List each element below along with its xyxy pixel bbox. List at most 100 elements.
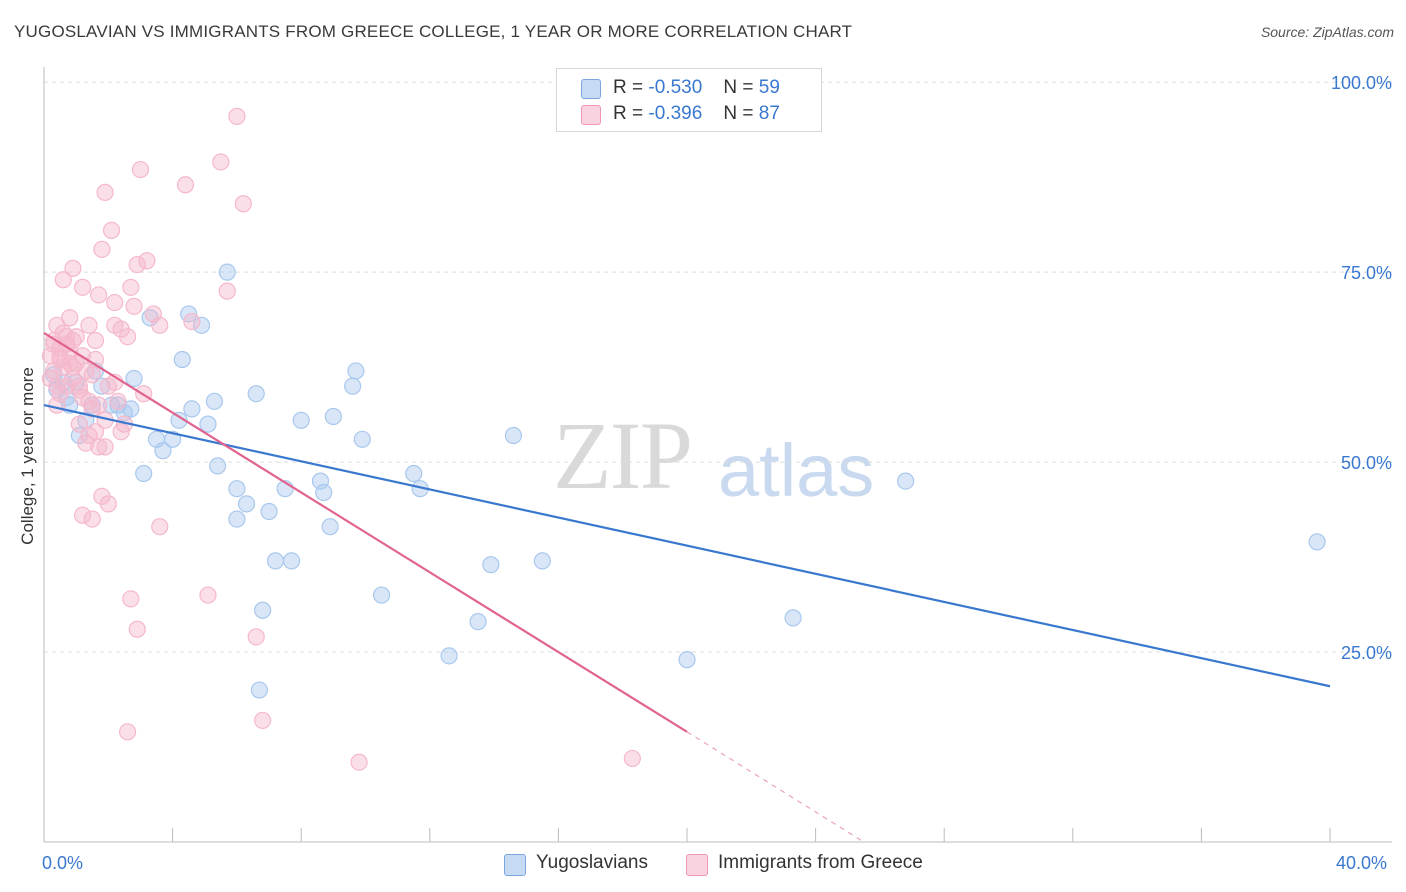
trendline-yugoslavians: [43, 404, 1331, 688]
data-point-greece: [93, 240, 111, 258]
data-point-yugoslavians: [250, 681, 269, 699]
data-point-yugoslavians: [347, 362, 365, 380]
data-point-yugoslavians: [173, 350, 191, 369]
legend-swatch-pink: [686, 854, 708, 876]
data-point-greece: [41, 369, 60, 388]
data-point-yugoslavians: [372, 586, 391, 604]
y-tick-label: 100.0%: [1331, 73, 1392, 93]
data-point-greece: [67, 328, 85, 346]
data-point-yugoslavians: [247, 385, 265, 403]
data-point-yugoslavians: [228, 480, 246, 498]
watermark-atlas: atlas: [718, 429, 875, 512]
data-point-yugoslavians: [405, 464, 423, 483]
n-label: N =: [723, 103, 754, 124]
data-point-greece: [151, 316, 169, 334]
data-point-yugoslavians: [183, 400, 201, 418]
data-point-yugoslavians: [324, 407, 342, 426]
data-point-greece: [234, 195, 252, 213]
data-point-yugoslavians: [266, 552, 285, 570]
watermark-zip: ZIP: [553, 402, 693, 509]
legend-swatch-blue: [581, 79, 601, 99]
data-point-yugoslavians: [164, 430, 182, 448]
legend-label: Immigrants from Greece: [718, 852, 923, 873]
data-point-greece: [106, 293, 124, 312]
data-point-yugoslavians: [282, 552, 301, 570]
r-label: R =: [613, 103, 644, 124]
data-point-yugoslavians: [192, 316, 211, 334]
data-point-greece: [80, 316, 98, 334]
data-point-greece: [51, 385, 69, 403]
data-point-greece: [86, 423, 105, 441]
data-point-greece: [54, 271, 72, 289]
data-point-greece: [138, 252, 156, 270]
data-point-greece: [102, 221, 121, 239]
data-point-yugoslavians: [504, 426, 522, 445]
data-point-greece: [218, 282, 236, 300]
data-point-greece: [183, 312, 201, 331]
r-value: -0.530: [648, 77, 703, 98]
data-point-greece: [623, 749, 641, 768]
data-point-yugoslavians: [440, 647, 458, 665]
data-point-greece: [90, 286, 108, 304]
data-point-yugoslavians: [135, 464, 153, 483]
data-point-yugoslavians: [260, 502, 278, 521]
legend-label: Yugoslavians: [536, 852, 648, 873]
data-point-greece: [83, 510, 101, 528]
r-value: -0.396: [648, 103, 703, 124]
data-point-greece: [151, 518, 169, 536]
data-point-greece: [228, 107, 246, 125]
y-tick-label: 25.0%: [1341, 643, 1392, 663]
y-tick-label: 75.0%: [1341, 263, 1392, 283]
n-value: 87: [758, 103, 780, 124]
data-point-yugoslavians: [209, 457, 227, 475]
stats-legend: R = -0.530 N = 59 R = -0.396 N = 87: [556, 68, 822, 132]
trendline-greece: [43, 331, 688, 733]
data-point-greece: [128, 255, 146, 274]
n-value: 59: [758, 77, 780, 98]
data-point-greece: [90, 396, 108, 414]
data-point-greece: [199, 586, 217, 604]
data-point-yugoslavians: [292, 411, 310, 429]
data-point-yugoslavians: [125, 369, 143, 388]
data-point-greece: [73, 278, 92, 296]
data-point-yugoslavians: [315, 483, 333, 502]
data-point-yugoslavians: [469, 613, 487, 631]
y-axis-label: College, 1 year or more: [18, 367, 37, 545]
data-point-greece: [122, 590, 140, 608]
data-point-yugoslavians: [533, 552, 551, 570]
data-point-yugoslavians: [321, 518, 339, 536]
data-point-yugoslavians: [199, 415, 217, 433]
data-point-greece: [128, 620, 146, 638]
data-point-yugoslavians: [154, 442, 172, 460]
data-point-yugoslavians: [1308, 533, 1326, 551]
data-point-yugoslavians: [482, 556, 500, 574]
legend-swatch-blue: [504, 854, 526, 876]
data-point-greece: [73, 388, 92, 407]
data-point-greece: [61, 309, 79, 327]
data-point-greece: [96, 438, 114, 456]
data-point-yugoslavians: [784, 609, 802, 627]
x-tick-label-max: 40.0%: [1336, 853, 1388, 873]
data-point-greece: [247, 628, 265, 646]
data-point-yugoslavians: [93, 377, 111, 395]
data-point-yugoslavians: [344, 377, 362, 395]
y-tick-label: 50.0%: [1341, 453, 1392, 473]
source-credit: Source: ZipAtlas.com: [1260, 24, 1394, 40]
data-point-yugoslavians: [353, 430, 371, 448]
data-point-greece: [118, 723, 137, 741]
data-point-yugoslavians: [678, 651, 696, 669]
data-point-yugoslavians: [205, 392, 223, 410]
data-point-greece: [70, 415, 88, 433]
data-point-greece: [112, 320, 130, 338]
data-point-greece: [57, 328, 76, 346]
data-point-yugoslavians: [170, 411, 188, 429]
data-point-yugoslavians: [254, 601, 272, 619]
data-point-greece: [109, 392, 127, 410]
data-point-greece: [51, 348, 69, 366]
data-point-greece: [212, 153, 230, 171]
data-point-greece: [350, 753, 368, 771]
data-point-yugoslavians: [218, 263, 236, 281]
data-point-greece: [125, 297, 143, 315]
data-point-greece: [99, 495, 117, 513]
